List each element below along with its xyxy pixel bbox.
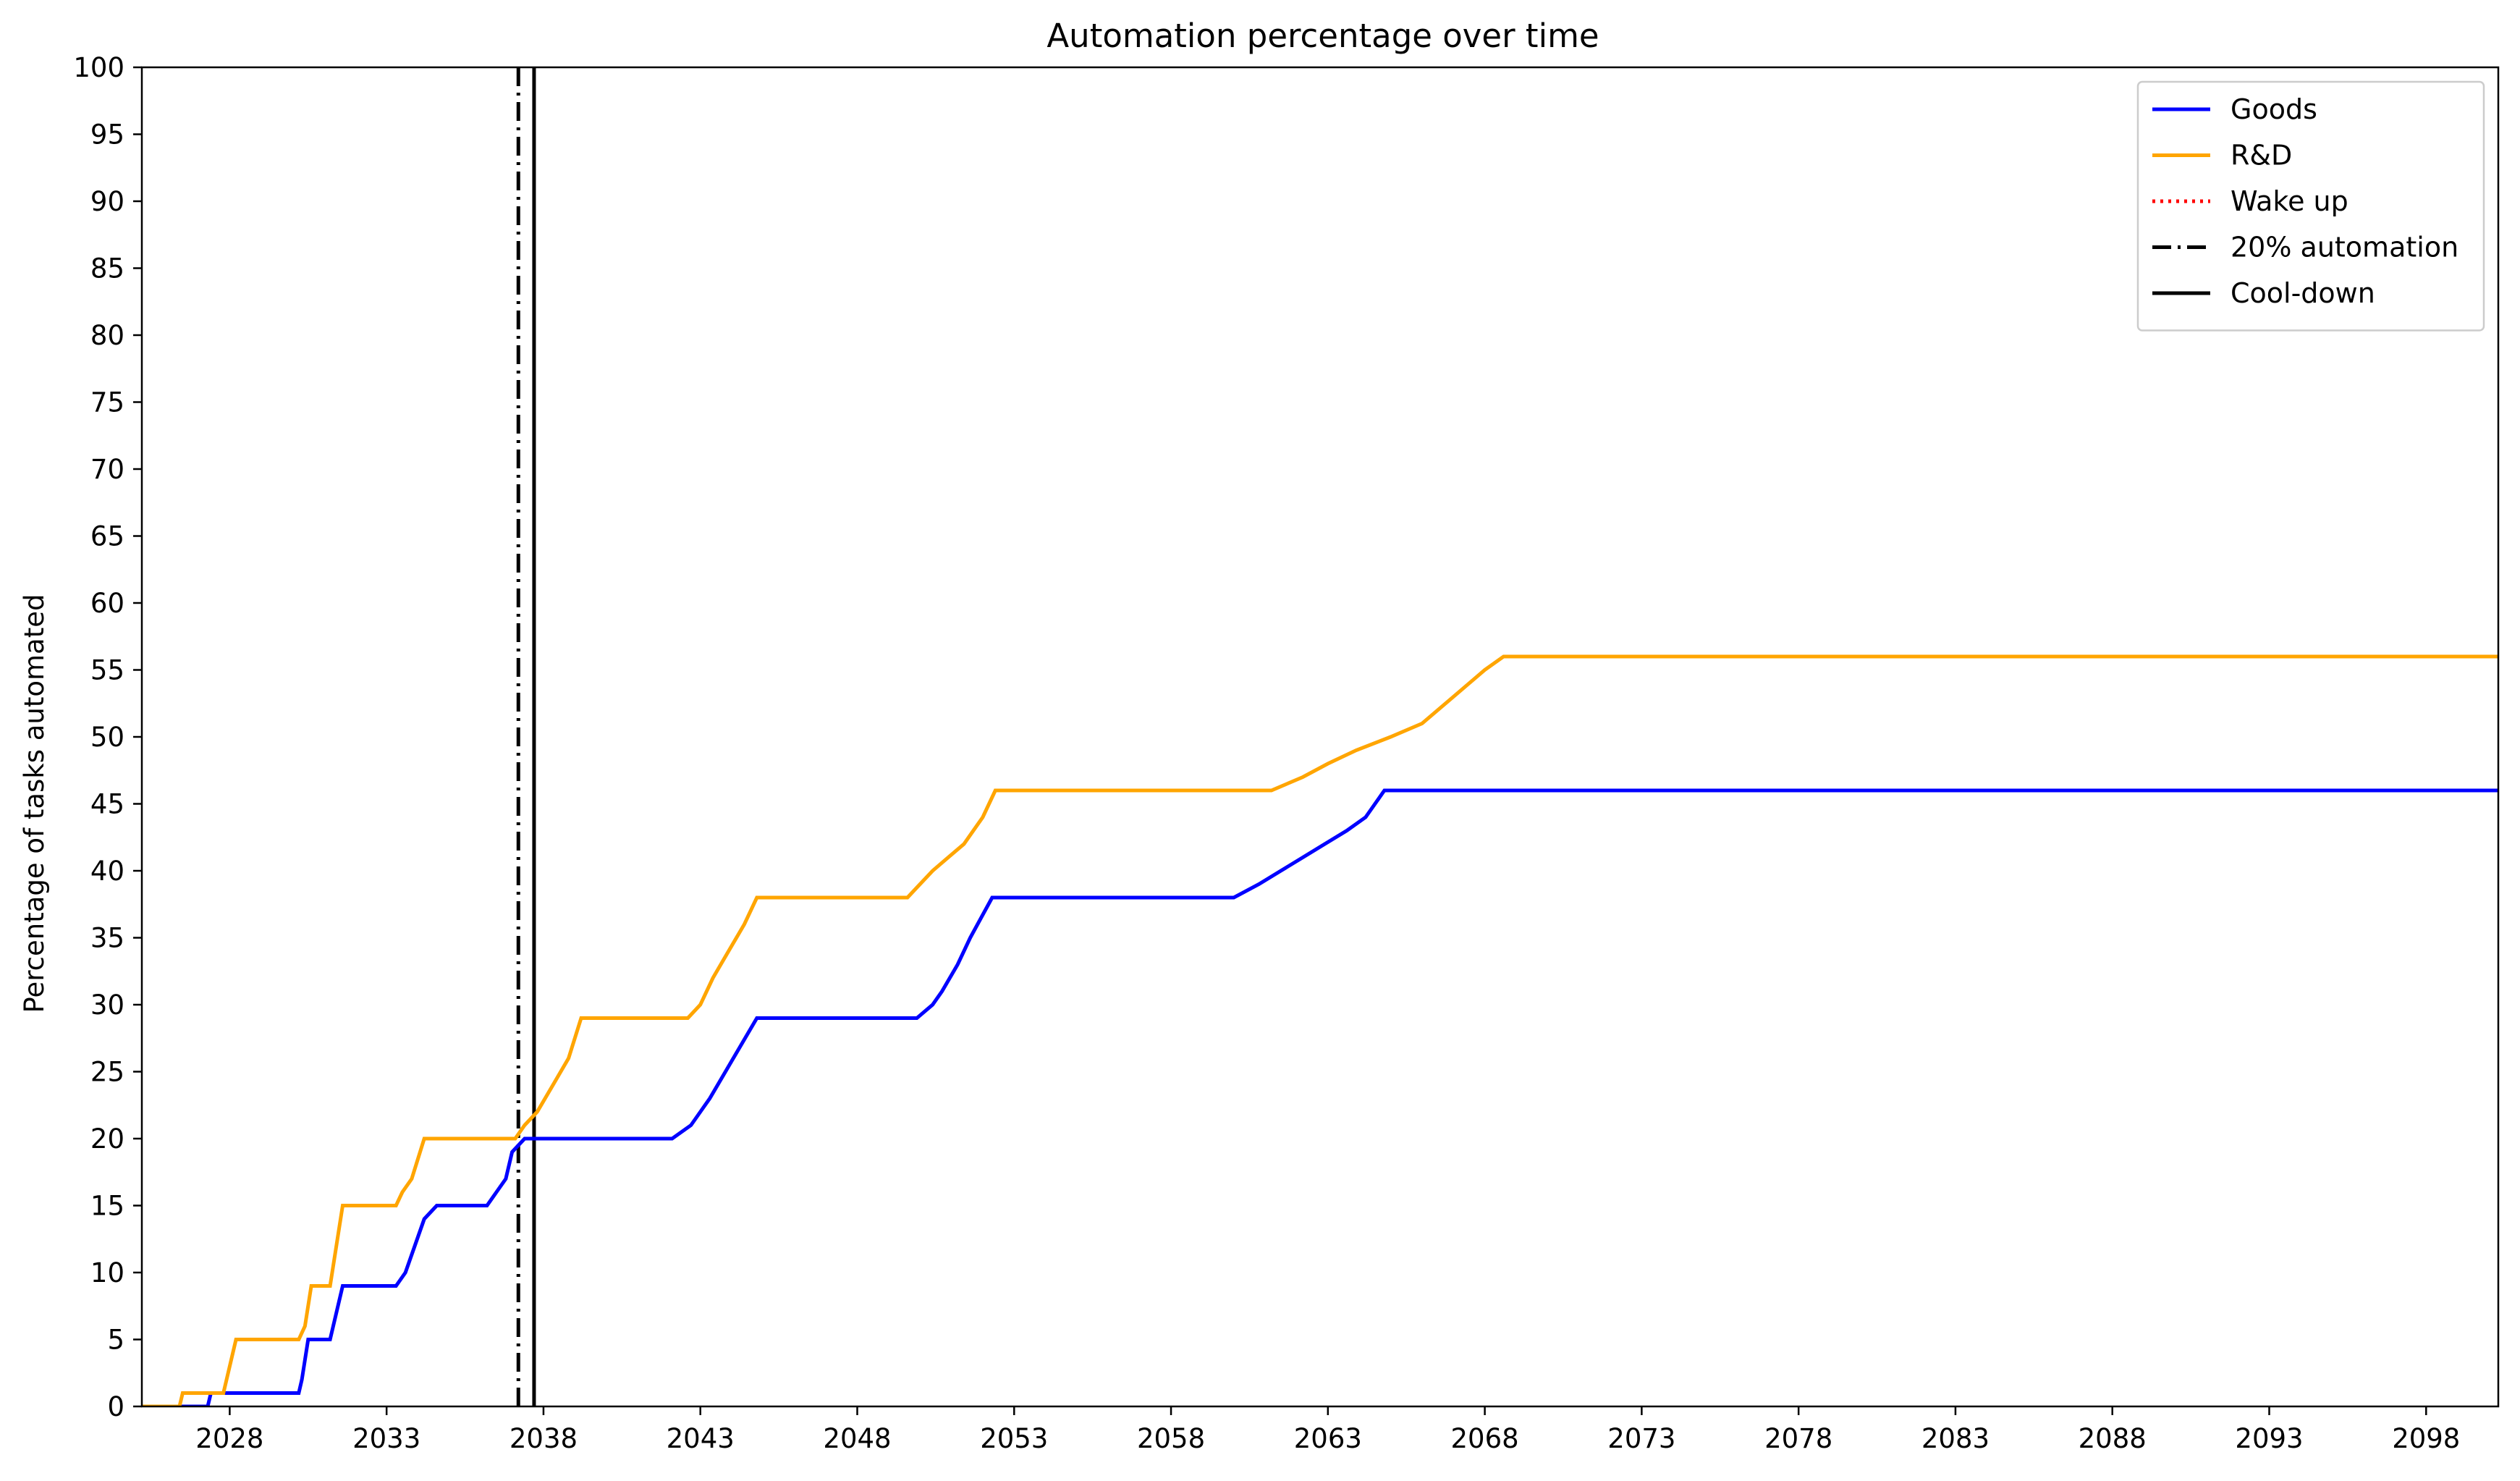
y-tick-label: 20 [90,1123,124,1155]
y-tick-label: 70 [90,454,124,485]
series-line-goods [142,788,2498,1406]
y-tick-label: 65 [90,521,124,552]
axis-ticks: 2028 2033 2038 2043 2048 2053 2058 2063 2068 2073… [73,52,2460,1454]
x-tick-label: 2093 [2235,1423,2303,1454]
chart-title: Automation percentage over time [1047,17,1599,55]
series-line-r-d [142,654,2498,1406]
x-tick-label: 2038 [510,1423,578,1454]
x-tick-label: 2033 [352,1423,420,1454]
plot-lines [142,67,2498,1406]
y-tick-label: 80 [90,320,124,351]
legend: Goods R&D Wake up 20% automation Cool-down [2136,80,2485,332]
legend-label: 20% automation [2231,232,2458,263]
y-tick-label: 35 [90,923,124,954]
x-tick-label: 2043 [667,1423,735,1454]
y-tick-label: 10 [90,1257,124,1288]
y-tick-label: 60 [90,588,124,619]
y-tick-label: 95 [90,119,124,151]
y-tick-label: 5 [107,1325,124,1356]
y-tick-label: 0 [107,1391,124,1422]
x-tick-label: 2083 [1921,1423,1990,1454]
y-tick-label: 15 [90,1191,124,1222]
x-tick-label: 2098 [2392,1423,2460,1454]
y-tick-label: 25 [90,1057,124,1088]
x-tick-label: 2068 [1451,1423,1519,1454]
x-tick-label: 2028 [195,1423,263,1454]
x-tick-label: 2073 [1607,1423,1675,1454]
x-tick-label: 2078 [1764,1423,1832,1454]
y-tick-label: 75 [90,387,124,418]
y-tick-label: 55 [90,655,124,686]
y-tick-label: 50 [90,722,124,753]
y-axis-label: Percentage of tasks automated [19,594,50,1013]
legend-label: Goods [2231,93,2317,125]
y-tick-label: 85 [90,253,124,284]
y-tick-label: 90 [90,186,124,217]
y-tick-label: 100 [73,52,124,83]
x-tick-label: 2063 [1294,1423,1362,1454]
y-tick-label: 40 [90,856,124,887]
x-tick-label: 2053 [980,1423,1048,1454]
y-tick-label: 30 [90,990,124,1021]
legend-label: Cool-down [2231,277,2375,309]
x-tick-label: 2048 [823,1423,891,1454]
x-tick-label: 2058 [1137,1423,1205,1454]
y-tick-label: 45 [90,789,124,820]
legend-box [2136,80,2485,332]
legend-label: Wake up [2231,185,2348,217]
x-tick-label: 2088 [2079,1423,2147,1454]
legend-label: R&D [2231,140,2292,172]
